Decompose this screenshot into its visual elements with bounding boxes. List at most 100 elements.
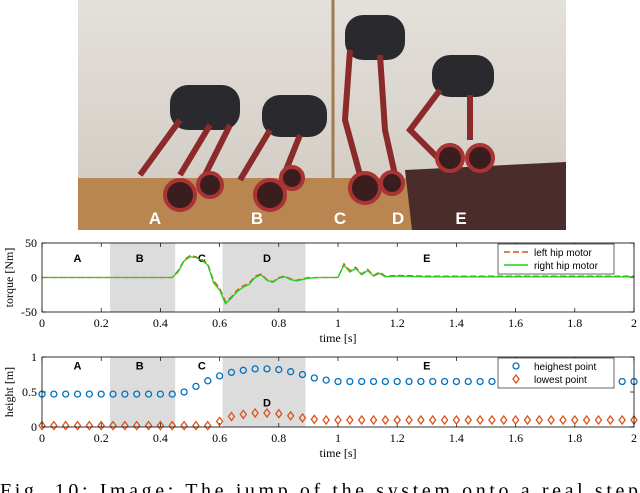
point (582, 414, 591, 426)
point (405, 414, 413, 426)
point (523, 414, 532, 426)
phase-label: E (423, 253, 430, 265)
x-tick-label: 1 (335, 316, 341, 330)
point (227, 368, 236, 377)
point (286, 368, 295, 376)
point (215, 372, 224, 380)
point (429, 377, 437, 386)
y-tick-label: -50 (21, 305, 37, 319)
y-tick-label: 50 (25, 236, 37, 250)
x-tick-label: 0.6 (212, 316, 227, 330)
point (499, 414, 508, 426)
series-line (42, 254, 634, 303)
point (73, 390, 82, 398)
point (109, 390, 117, 398)
phase-label: C (198, 360, 206, 372)
point (239, 409, 248, 420)
x-tick-label: 1.4 (449, 316, 464, 330)
y-axis-label: torque [Nm] (2, 248, 16, 308)
x-tick-label: 0.8 (271, 316, 286, 330)
point (275, 365, 283, 374)
point (61, 420, 70, 431)
y-tick-label: 0 (31, 271, 37, 285)
point (334, 414, 342, 426)
point (298, 412, 307, 423)
point (73, 420, 82, 431)
legend-label: lowest point (534, 375, 587, 386)
point (251, 407, 259, 419)
point (144, 390, 153, 398)
point (606, 414, 615, 426)
x-tick-label: 0.4 (153, 316, 168, 330)
x-tick-label: 0.2 (94, 316, 109, 330)
x-tick-label: 0.2 (94, 431, 109, 445)
photo (78, 0, 566, 230)
point (381, 377, 390, 386)
point (369, 414, 378, 426)
point (381, 414, 390, 426)
legend-label: heighest point (534, 362, 596, 373)
point (428, 414, 437, 426)
point (156, 390, 165, 398)
series-line (42, 256, 634, 305)
photo-label: B (251, 209, 263, 228)
point (132, 420, 141, 431)
point (121, 420, 129, 431)
point (168, 390, 176, 398)
x-tick-label: 1.2 (390, 431, 405, 445)
point (511, 414, 520, 426)
phase-label: B (136, 360, 144, 372)
x-tick-label: 2 (631, 316, 637, 330)
point (417, 377, 425, 386)
point (62, 390, 70, 398)
phase-label: A (74, 253, 82, 265)
point (452, 377, 461, 386)
phase-label: E (423, 360, 430, 372)
point (38, 420, 46, 431)
phase-label: D (263, 253, 271, 265)
point (156, 420, 165, 431)
point (263, 365, 271, 373)
x-axis-label: time [s] (320, 331, 357, 345)
y-tick-label: 0.5 (22, 385, 37, 399)
photo-label: D (392, 209, 404, 228)
point (594, 414, 603, 426)
point (121, 390, 129, 398)
shaded-region (110, 357, 176, 427)
x-tick-label: 0.4 (153, 431, 168, 445)
phase-label: B (136, 253, 144, 265)
point (144, 420, 153, 431)
point (97, 420, 106, 431)
point (357, 414, 366, 426)
legend-swatch (512, 373, 520, 385)
point (85, 420, 94, 431)
point (488, 414, 496, 426)
point (203, 420, 212, 431)
x-tick-label: 0 (39, 431, 45, 445)
photo-label: A (149, 209, 161, 228)
point (452, 414, 461, 426)
legend-box (497, 243, 615, 275)
x-tick-label: 0.8 (271, 431, 286, 445)
point (547, 414, 555, 426)
photo-label: E (455, 209, 466, 228)
point (346, 377, 354, 386)
point (476, 377, 484, 386)
point (239, 366, 247, 374)
point (50, 420, 58, 431)
x-tick-label: 0 (39, 316, 45, 330)
point (417, 414, 425, 426)
point (570, 414, 579, 426)
photo-label: C (334, 209, 346, 228)
caption: Fig. 10: Image: The jump of the system o… (0, 480, 638, 493)
point (369, 377, 378, 386)
x-tick-label: 1.4 (449, 431, 464, 445)
x-axis-label: time [s] (320, 446, 357, 460)
point (227, 411, 236, 422)
point (440, 377, 449, 386)
point (334, 377, 342, 386)
x-tick-label: 1.8 (567, 316, 582, 330)
plot-frame (41, 356, 635, 428)
point (310, 374, 318, 382)
